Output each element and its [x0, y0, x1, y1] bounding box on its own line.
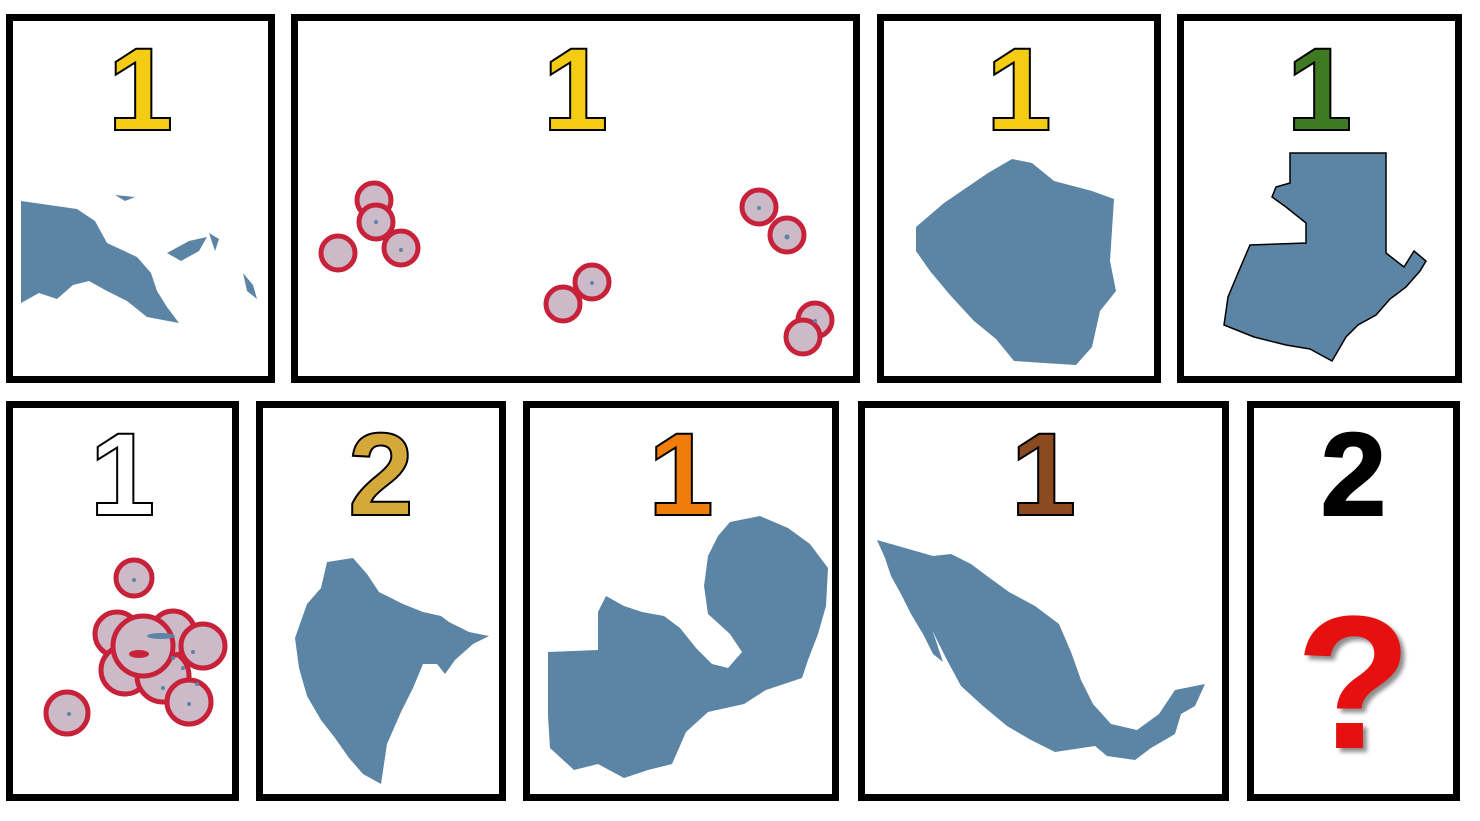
card-islands[interactable]: 1 [291, 14, 860, 383]
map-shape-atoll-markers [13, 408, 232, 794]
card-number: 1 [647, 409, 715, 541]
card-montenegro[interactable]: 2 [256, 401, 506, 801]
card-atoll-cluster[interactable]: 1 [6, 401, 239, 801]
card-guatemala[interactable]: 1 [1177, 14, 1462, 383]
card-number: 1 [985, 24, 1053, 156]
card-number: 2 [347, 409, 415, 541]
map-shape-guatemala [1214, 149, 1429, 364]
map-shape-zimbabwe [904, 151, 1124, 371]
card-number: 1 [89, 409, 157, 541]
card-number: 2 [1320, 409, 1388, 541]
card-zimbabwe[interactable]: 1 [877, 14, 1161, 383]
card-number: 1 [107, 24, 175, 156]
card-zambia[interactable]: 1 [523, 401, 839, 801]
question-mark-icon: ? [1295, 577, 1412, 789]
card-number: 1 [542, 24, 610, 156]
card-number: 1 [1286, 24, 1354, 156]
card-papua-new-guinea[interactable]: 1 [6, 14, 275, 383]
map-shape-montenegro [283, 548, 493, 788]
card-mystery[interactable]: 2 ? [1247, 401, 1460, 801]
map-shape-papua-new-guinea [17, 181, 267, 351]
map-shape-island-markers [298, 21, 853, 376]
map-shape-zambia [544, 516, 832, 786]
map-shape-mexico [875, 534, 1222, 784]
card-mexico[interactable]: 1 [858, 401, 1229, 801]
card-number: 1 [1010, 409, 1078, 541]
